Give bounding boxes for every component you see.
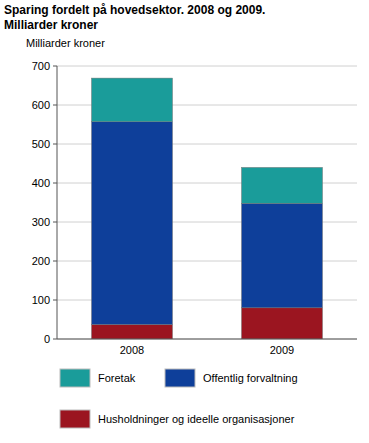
y-tick-label: 200 [32,255,50,267]
bar-segment [92,122,173,325]
bar-segment [242,203,323,308]
tick-mark [53,300,57,301]
legend-swatch [165,369,195,387]
tick-mark [53,105,57,106]
grid-line [57,66,357,67]
bars [92,78,323,339]
bar-segment [92,78,173,122]
legend-swatch [60,410,90,428]
bar-segment [92,325,173,339]
chart-root: Sparing fordelt på hovedsektor. 2008 og … [0,0,369,443]
x-tick-label: 2009 [270,344,294,356]
legend-swatch [60,369,90,387]
tick-mark [53,183,57,184]
chart-svg: Sparing fordelt på hovedsektor. 2008 og … [0,0,369,443]
legend-label: Offentlig forvaltning [203,372,298,384]
x-tick-label: 2008 [120,344,144,356]
x-axis [57,339,357,340]
legend-label: Husholdninger og ideelle organisasjoner [98,413,295,425]
tick-mark [53,222,57,223]
tick-mark [53,144,57,145]
tick-mark [53,339,57,340]
tick-mark [53,261,57,262]
title: Sparing fordelt på hovedsektor. 2008 og … [4,3,265,17]
y-tick-label: 700 [32,60,50,72]
y-tick-label: 600 [32,99,50,111]
y-axis-label: Milliarder kroner [26,37,105,49]
bar-segment [242,308,323,339]
bar-segment [242,167,323,203]
tick-mark [53,66,57,67]
y-tick-label: 0 [44,333,50,345]
y-tick-label: 400 [32,177,50,189]
y-tick-label: 500 [32,138,50,150]
legend-label: Foretak [98,372,136,384]
subtitle: Milliarder kroner [4,18,98,32]
y-tick-label: 100 [32,294,50,306]
y-axis [57,66,58,339]
y-tick-label: 300 [32,216,50,228]
grid-line [57,339,357,340]
